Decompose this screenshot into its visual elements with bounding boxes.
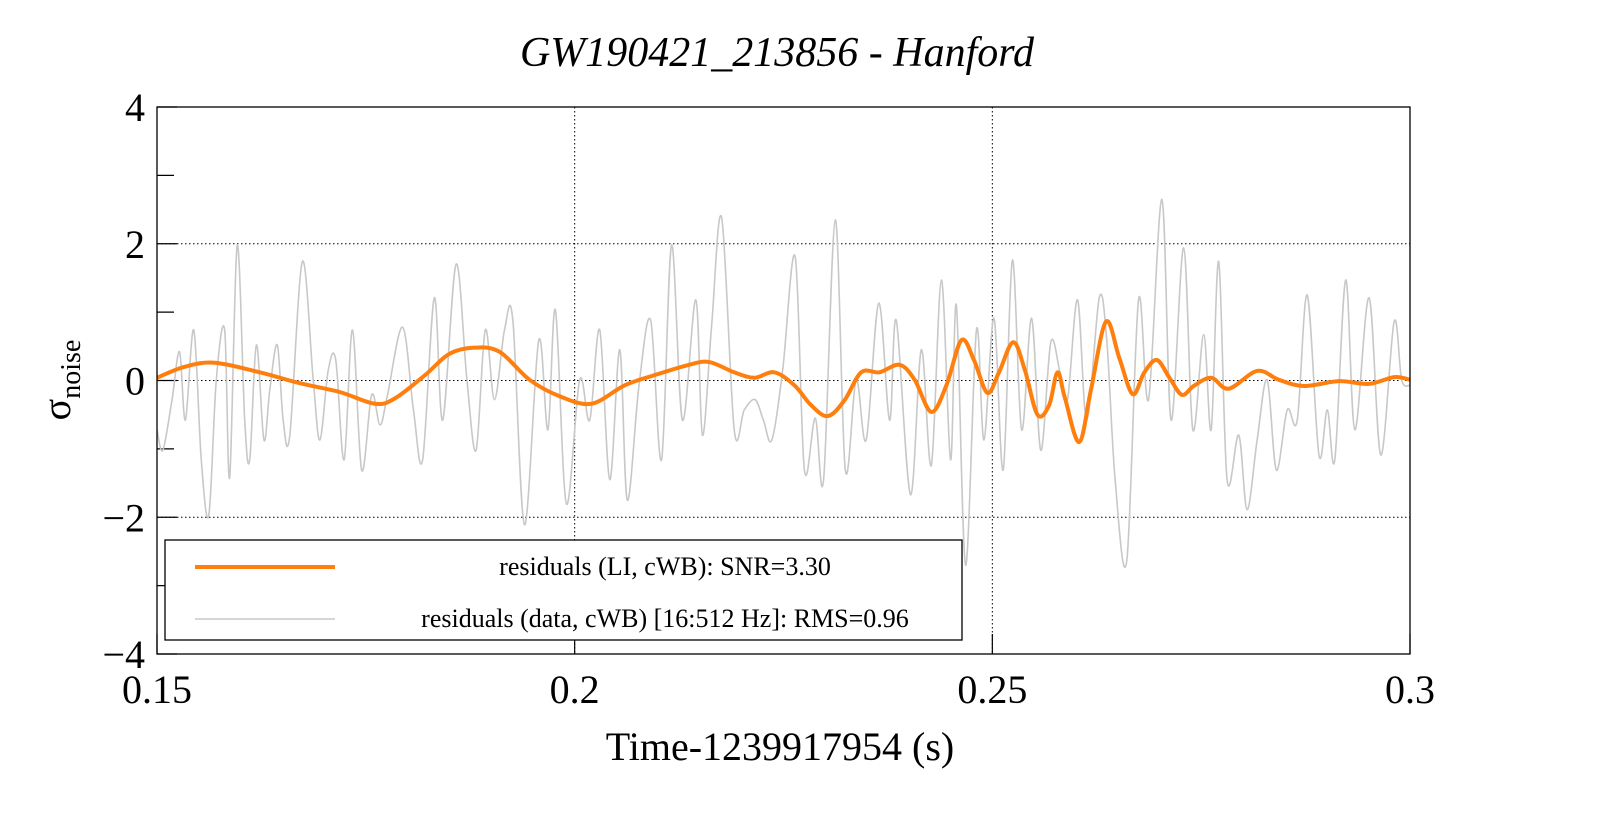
series-line [157,319,1410,445]
y-axis-label: σnoise [34,340,87,421]
y-tick-label: 0 [125,359,145,404]
y-tick-label: 4 [125,85,145,130]
plot-frame [156,106,1411,655]
x-axis-label: Time-1239917954 (s) [606,724,955,769]
legend-box [164,539,963,641]
y-label-symbol: σ [34,399,79,421]
legend-label: residuals (LI, cWB): SNR=3.30 [499,552,831,581]
chart-title: GW190421_213856 - Hanford [520,30,1035,76]
y-label-subscript: noise [56,340,87,399]
y-tick-label: 2 [125,222,145,267]
legend-label: residuals (data, cWB) [16:512 Hz]: RMS=0… [421,604,909,633]
x-tick-label: 0.15 [122,667,192,712]
series-line [157,198,1410,569]
y-tick-label: −4 [102,632,145,677]
x-tick-label: 0.3 [1385,667,1435,712]
y-axis-label-text: σnoise [34,340,87,421]
x-tick-label: 0.25 [957,667,1027,712]
x-tick-label: 0.2 [550,667,600,712]
y-tick-label: −2 [102,495,145,540]
